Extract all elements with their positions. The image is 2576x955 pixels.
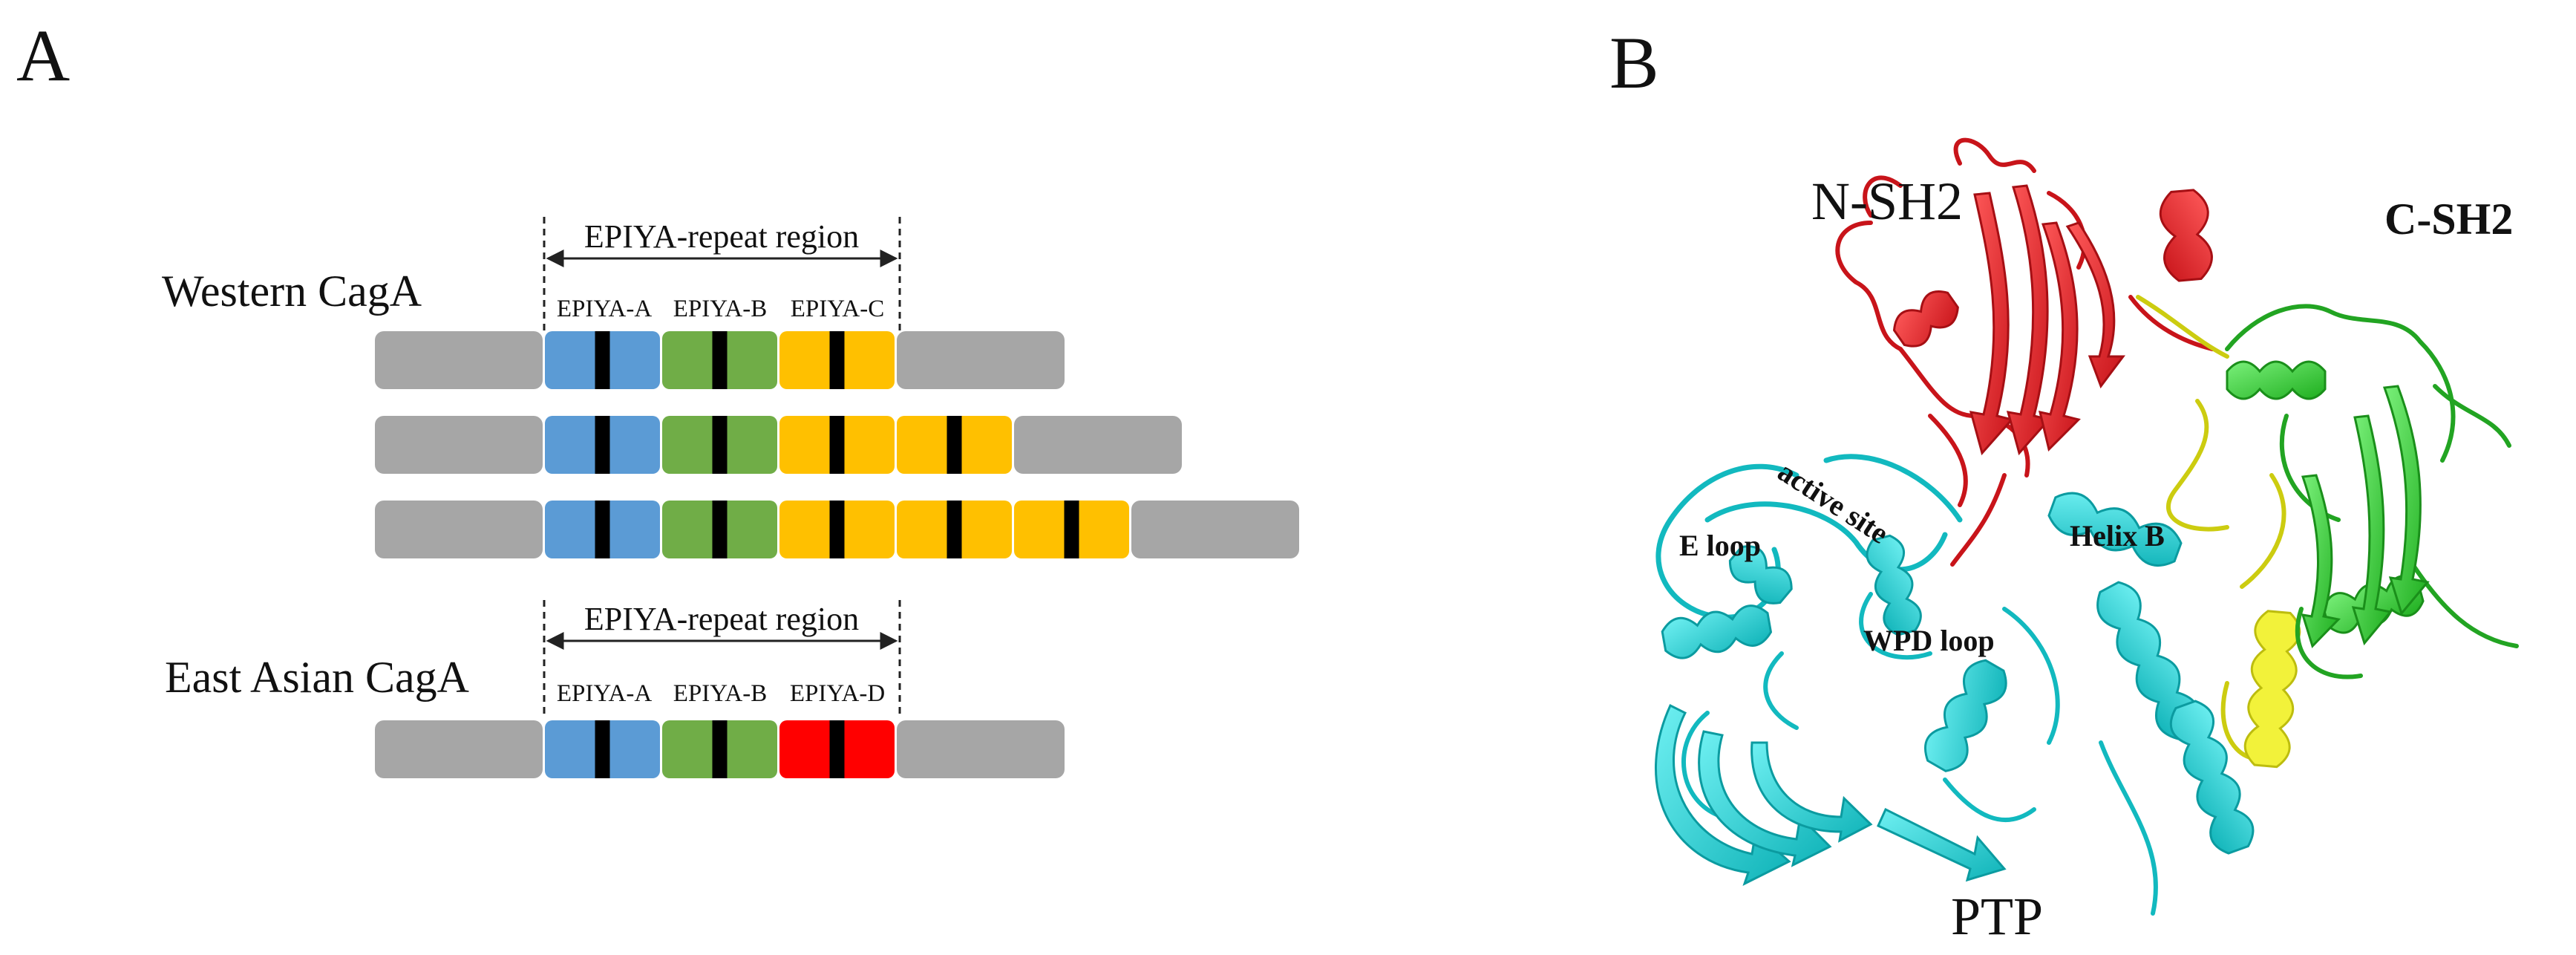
n-terminal-backbone — [375, 331, 543, 389]
panel-a-diagram: EPIYA-repeat region Western CagA EPIYA-A… — [162, 217, 1299, 778]
western-construct-rows — [375, 331, 1299, 558]
epiya-c-motif-mark — [829, 331, 845, 389]
panel-b-structure: N-SH2 C-SH2 active site E loop Helix B W… — [1654, 137, 2519, 946]
c-sh2-domain-ribbon — [2225, 304, 2519, 679]
epiya-a-motif-mark — [595, 416, 610, 474]
n-sh2-domain-ribbon — [1835, 137, 2214, 567]
linker-ribbon — [2136, 295, 2301, 769]
western-repeat-region-bracket: EPIYA-repeat region — [543, 217, 901, 336]
epiya-a-motif-mark — [595, 501, 610, 558]
epiya-b-motif-mark — [712, 720, 728, 778]
east-asian-construct-row-1 — [375, 720, 1065, 778]
east-asian-repeat-region-label: EPIYA-repeat region — [584, 601, 859, 637]
n-terminal-backbone — [375, 416, 543, 474]
east-asian-segment-label-d: EPIYA-D — [790, 680, 885, 707]
epiya-d-motif-mark — [829, 720, 845, 778]
epiya-b-motif-mark — [712, 416, 728, 474]
c-terminal-backbone — [897, 331, 1065, 389]
ptp-helices — [1661, 492, 2255, 855]
wpd-loop-label: WPD loop — [1863, 624, 1995, 657]
epiya-c-motif-mark — [947, 416, 962, 474]
c-sh2-label: C-SH2 — [2384, 195, 2513, 244]
western-segment-label-c: EPIYA-C — [791, 296, 885, 322]
helix-b-label: Helix B — [2070, 519, 2165, 553]
western-segment-label-a: EPIYA-A — [557, 296, 652, 322]
western-construct-row-2 — [375, 416, 1182, 474]
east-asian-segment-labels: EPIYA-A EPIYA-B EPIYA-D — [557, 680, 885, 707]
western-cagA-label: Western CagA — [162, 267, 422, 316]
epiya-c-motif-mark — [947, 501, 962, 558]
epiya-c-motif-mark — [1064, 501, 1079, 558]
western-construct-row-3 — [375, 501, 1299, 558]
panel-label-b: B — [1609, 22, 1659, 104]
c-terminal-backbone — [897, 720, 1065, 778]
epiya-b-motif-mark — [712, 501, 728, 558]
c-terminal-backbone — [1131, 501, 1299, 558]
western-construct-row-1 — [375, 331, 1065, 389]
epiya-a-motif-mark — [595, 720, 610, 778]
ptp-beta-strands — [1654, 703, 2007, 886]
n-terminal-backbone — [375, 720, 543, 778]
east-asian-repeat-region-bracket: EPIYA-repeat region — [543, 600, 901, 719]
ptp-label: PTP — [1951, 887, 2043, 946]
east-asian-cagA-label: East Asian CagA — [165, 653, 469, 702]
western-segment-label-b: EPIYA-B — [673, 296, 768, 322]
c-terminal-backbone — [1014, 416, 1182, 474]
east-asian-segment-label-a: EPIYA-A — [557, 680, 652, 707]
western-segment-labels: EPIYA-A EPIYA-B EPIYA-C — [557, 296, 884, 322]
e-loop-label: E loop — [1679, 529, 1761, 562]
panel-label-a: A — [16, 14, 70, 97]
epiya-c-motif-mark — [829, 501, 845, 558]
epiya-c-motif-mark — [829, 416, 845, 474]
active-site-label: active site — [1772, 454, 1895, 550]
western-repeat-region-label: EPIYA-repeat region — [584, 218, 859, 255]
n-terminal-backbone — [375, 501, 543, 558]
east-asian-construct-rows — [375, 720, 1065, 778]
east-asian-segment-label-b: EPIYA-B — [673, 680, 768, 707]
n-sh2-label: N-SH2 — [1811, 172, 1963, 231]
epiya-a-motif-mark — [595, 331, 610, 389]
epiya-b-motif-mark — [712, 331, 728, 389]
